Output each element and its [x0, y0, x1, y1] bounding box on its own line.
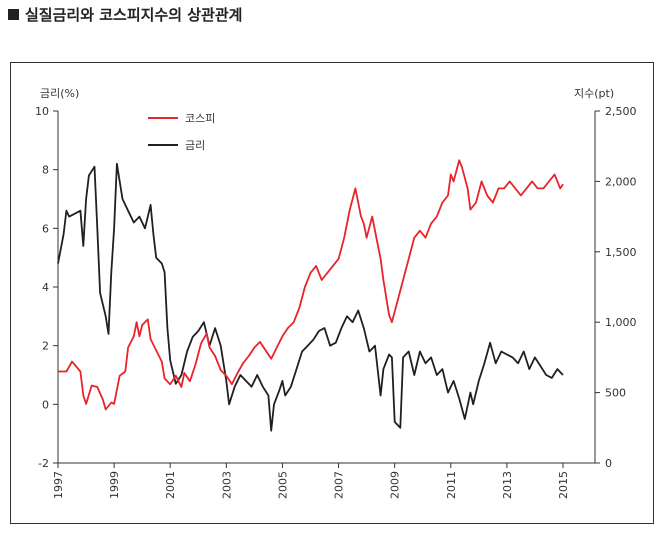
left-tick-label: 0	[42, 398, 49, 411]
right-tick-label: 0	[605, 457, 612, 470]
left-axis-label: 금리(%)	[40, 87, 79, 100]
left-tick-label: 6	[42, 222, 49, 235]
chart-frame	[10, 62, 654, 524]
x-tick-label: 2007	[333, 471, 346, 499]
x-tick-label: 2009	[389, 471, 402, 499]
right-axis-label: 지수(pt)	[574, 87, 614, 100]
series-lines	[57, 159, 564, 432]
x-tick-label: 2001	[164, 471, 177, 499]
left-tick-label: 10	[35, 105, 49, 118]
right-tick-label: 500	[605, 387, 626, 400]
left-tick-label: 4	[42, 281, 49, 294]
legend-label: 코스피	[185, 112, 215, 125]
x-tick-label: 2011	[445, 471, 458, 499]
legend-label: 금리	[185, 139, 205, 152]
left-tick-label: -2	[38, 457, 49, 470]
axes	[57, 111, 596, 464]
x-tick-label: 2015	[557, 471, 570, 499]
right-tick-label: 1,500	[605, 246, 637, 259]
right-tick-label: 2,500	[605, 105, 637, 118]
chart-heading: 실질금리와 코스피지수의 상관관계	[8, 4, 242, 25]
x-axis-ticks: 1997 1999 2001 2003 2005 2007 2009 2011 2013 2015	[52, 463, 570, 499]
series-line-rate	[57, 162, 564, 432]
left-tick-label: 8	[42, 164, 49, 177]
x-tick-label: 1999	[108, 471, 121, 499]
x-tick-label: 1997	[52, 471, 65, 499]
x-tick-label: 2005	[276, 471, 289, 499]
right-tick-label: 1,000	[605, 316, 637, 329]
right-axis-ticks: 2,500 2,000 1,500 1,000 500 0	[595, 105, 637, 470]
right-tick-label: 2,000	[605, 175, 637, 188]
x-tick-label: 2013	[501, 471, 514, 499]
square-bullet-icon	[8, 9, 19, 20]
left-axis-ticks: 10 8 6 4 2 0 -2	[35, 105, 58, 470]
left-tick-label: 2	[42, 340, 49, 353]
series-line-kospi	[58, 159, 564, 411]
chart-heading-text: 실질금리와 코스피지수의 상관관계	[25, 6, 243, 24]
x-tick-label: 2003	[220, 471, 233, 499]
